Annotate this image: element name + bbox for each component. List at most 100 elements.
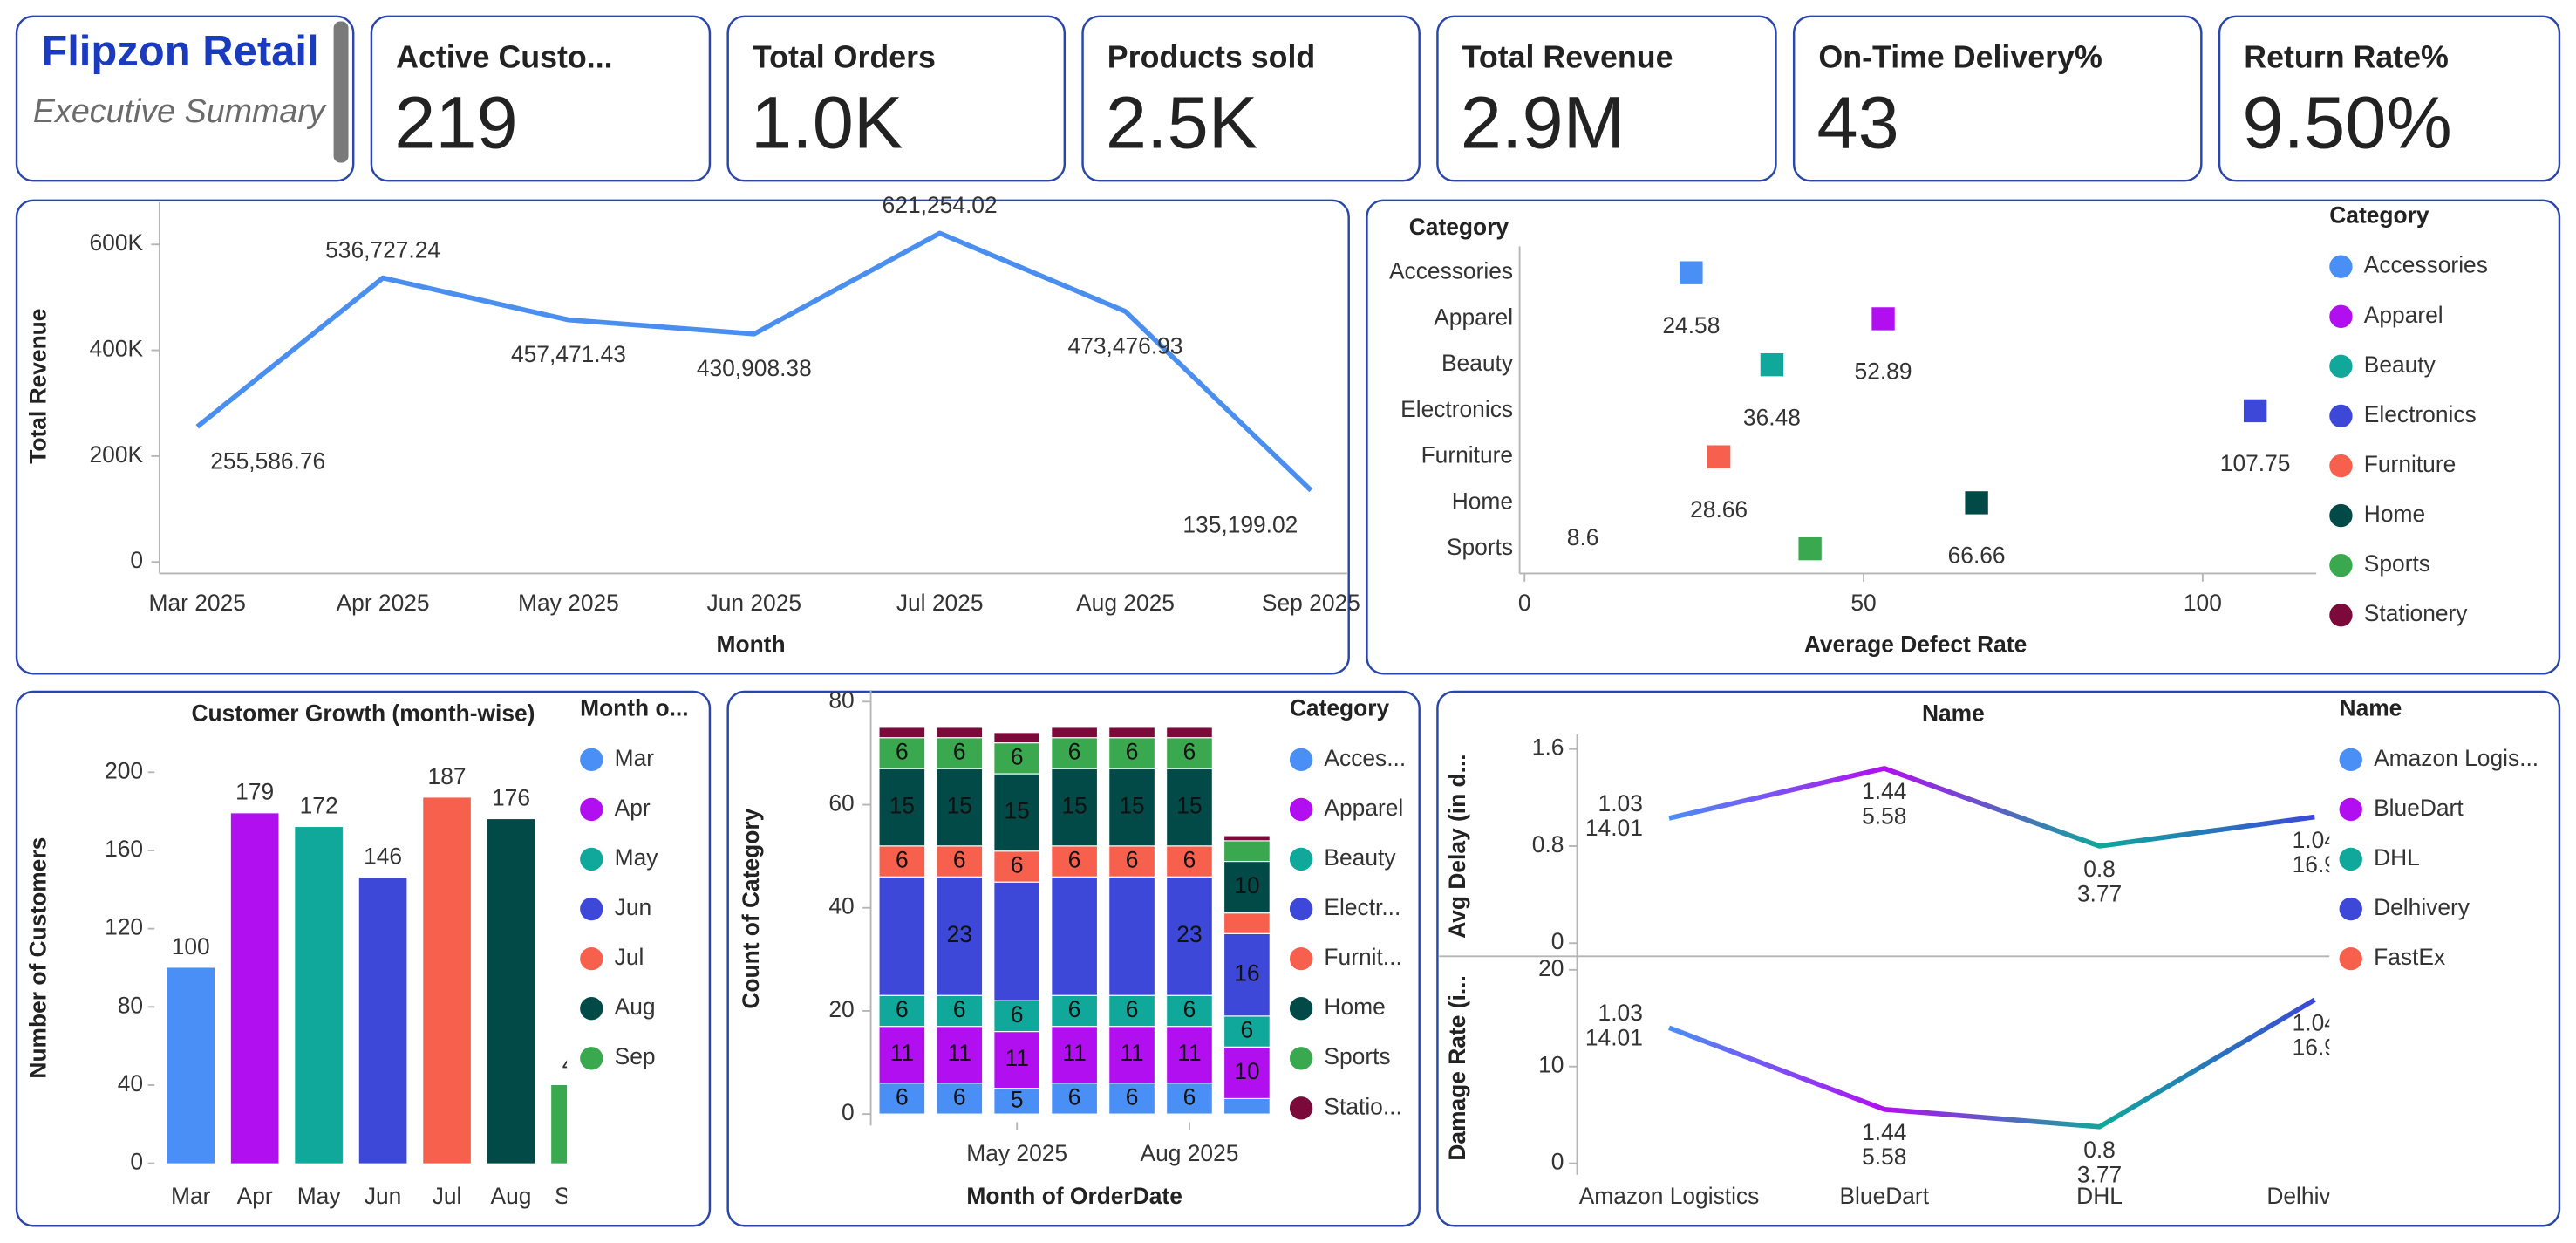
- y-tick-label: 40: [118, 1070, 143, 1096]
- legend-swatch: [2329, 304, 2353, 328]
- legend-label: Sep: [615, 1043, 656, 1069]
- legend-swatch: [2329, 454, 2353, 478]
- data-label: 1.04: [2293, 827, 2337, 853]
- bar-segment: [1166, 768, 1213, 847]
- point: [1760, 352, 1784, 377]
- x-tick-label: May 2025: [966, 1140, 1067, 1166]
- legend-label: Stationery: [2364, 600, 2469, 626]
- legend-label: Beauty: [2364, 352, 2436, 378]
- bar-segment: [1166, 737, 1213, 769]
- bar-segment: [878, 876, 926, 996]
- data-label: 5.58: [1862, 1144, 1906, 1170]
- data-label: 8.6: [1567, 524, 1599, 550]
- data-label: 6: [1126, 1083, 1139, 1110]
- chart-title: Customer Growth (month-wise): [192, 700, 535, 726]
- data-label: 6: [1183, 996, 1196, 1022]
- legend-label: Electr...: [1324, 894, 1400, 920]
- legend-swatch: [2339, 847, 2362, 871]
- legend-label: Home: [2364, 501, 2425, 527]
- bar-segment: [878, 845, 926, 878]
- bar-segment: [878, 727, 926, 739]
- x-axis-title: Month: [717, 631, 786, 657]
- data-label: 430,908.38: [697, 355, 812, 381]
- data-label: 14.01: [1585, 1024, 1643, 1050]
- y-tick-label: Apparel: [1434, 304, 1513, 330]
- y-axis-title: Number of Customers: [24, 837, 51, 1079]
- legend-swatch: [580, 946, 603, 971]
- data-label: 15: [889, 792, 915, 818]
- kpi-card: [370, 15, 712, 182]
- x-tick-label: May: [297, 1183, 342, 1209]
- legend-label: Apr: [615, 795, 651, 821]
- point: [1965, 491, 1988, 515]
- data-label: 11: [890, 1040, 914, 1066]
- data-label: 1.44: [1862, 778, 1906, 804]
- x-axis-title: Average Defect Rate: [1804, 631, 2027, 657]
- data-label: 11: [1062, 1040, 1086, 1066]
- kpi-value: 1.0K: [751, 80, 903, 163]
- chart-title: Name: [1922, 700, 1985, 726]
- kpi-value: 2.9M: [1461, 80, 1625, 163]
- kpi-label: On-Time Delivery%: [1818, 39, 2102, 74]
- y-tick-label: 10: [1538, 1052, 1564, 1078]
- data-label: 3.77: [2077, 880, 2122, 906]
- data-label: 6: [1011, 851, 1024, 878]
- y-tick-label: Sports: [1447, 534, 1513, 560]
- legend-label: Apparel: [1324, 795, 1403, 821]
- data-label: 6: [1068, 1083, 1081, 1110]
- legend-label: Statio...: [1324, 1093, 1401, 1119]
- kpi-label: Total Revenue: [1462, 39, 1673, 74]
- legend-swatch: [1289, 897, 1313, 921]
- x-tick-label: Amazon Logistics: [1579, 1183, 1760, 1209]
- y-tick-label: 1.6: [1532, 734, 1564, 761]
- legend-label: Mar: [615, 745, 655, 771]
- legend-label: Home: [1324, 994, 1385, 1020]
- bar-segment: [878, 994, 926, 1028]
- bar-segment: [936, 727, 984, 739]
- data-label: 5: [1011, 1086, 1024, 1112]
- kpi-value: 219: [394, 80, 517, 163]
- data-label: 40: [562, 1050, 588, 1076]
- bar-segment: [993, 881, 1041, 1001]
- data-label: 11: [1120, 1040, 1143, 1066]
- y-tick-label: 0: [1551, 928, 1564, 954]
- point: [1871, 307, 1895, 331]
- legend-swatch: [1289, 847, 1313, 871]
- data-label: 457,471.43: [511, 341, 626, 367]
- legend-label: Jun: [615, 894, 652, 920]
- kpi-card: [2218, 15, 2561, 182]
- data-label: 187: [428, 763, 467, 789]
- data-label: 6: [1241, 1017, 1254, 1043]
- y-tick-label: Beauty: [1441, 350, 1514, 376]
- y-tick-label: 0: [842, 1099, 855, 1125]
- x-tick-label: Sep: [555, 1183, 596, 1209]
- data-label: 172: [300, 792, 338, 818]
- legend-label: Furnit...: [1324, 944, 1401, 970]
- scrollbar[interactable]: [333, 21, 349, 163]
- y-tick-label: 600K: [90, 229, 144, 256]
- legend-swatch: [1289, 1096, 1313, 1120]
- bar-segment: [993, 773, 1041, 852]
- plot-area: 1.0314.011.445.580.83.771.0416.91.0314.0…: [1579, 766, 2337, 1209]
- kpi-value: 2.5K: [1106, 80, 1257, 163]
- data-label: 536,727.24: [325, 236, 440, 263]
- x-tick-label: Aug 2025: [1076, 590, 1175, 616]
- bar-segment: [1223, 840, 1271, 863]
- data-label: 15: [1119, 792, 1144, 818]
- data-label: 6: [896, 1083, 909, 1110]
- y-tick-label: 60: [828, 789, 854, 816]
- x-tick-label: 100: [2184, 590, 2222, 616]
- bar-segment: [878, 1026, 926, 1084]
- bar-segment: [1166, 727, 1213, 739]
- chart-card: [1366, 199, 2561, 675]
- data-label: 0.8: [2083, 856, 2116, 882]
- kpi-value: 43: [1817, 80, 1899, 163]
- bar-segment: [1166, 845, 1213, 878]
- x-tick-label: Mar: [171, 1183, 211, 1209]
- data-label: 6: [896, 996, 909, 1022]
- legend-swatch: [580, 797, 603, 822]
- data-label: 15: [1061, 792, 1087, 818]
- y-tick-label: 40: [828, 893, 854, 919]
- legend-swatch: [2329, 354, 2353, 379]
- legend-swatch: [1289, 946, 1313, 971]
